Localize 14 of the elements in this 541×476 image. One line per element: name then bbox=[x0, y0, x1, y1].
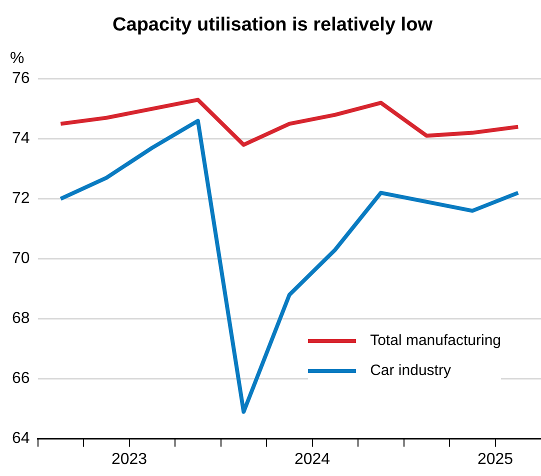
y-tick-label: 70 bbox=[12, 250, 30, 268]
x-tick-label: 2024 bbox=[294, 450, 330, 468]
chart-title: Capacity utilisation is relatively low bbox=[112, 14, 433, 36]
y-tick-label: 74 bbox=[12, 130, 30, 148]
y-axis-title: % bbox=[10, 50, 24, 68]
legend-label: Total manufacturing bbox=[370, 331, 501, 351]
y-tick-label: 72 bbox=[12, 190, 30, 208]
y-tick-label: 64 bbox=[12, 430, 30, 448]
x-tick-label: 2025 bbox=[477, 450, 514, 468]
legend-label: Car industry bbox=[370, 361, 451, 381]
y-tick-label: 76 bbox=[12, 70, 30, 88]
y-tick-label: 66 bbox=[12, 370, 30, 388]
x-tick-label: 2023 bbox=[111, 450, 148, 468]
y-tick-label: 68 bbox=[12, 310, 30, 328]
